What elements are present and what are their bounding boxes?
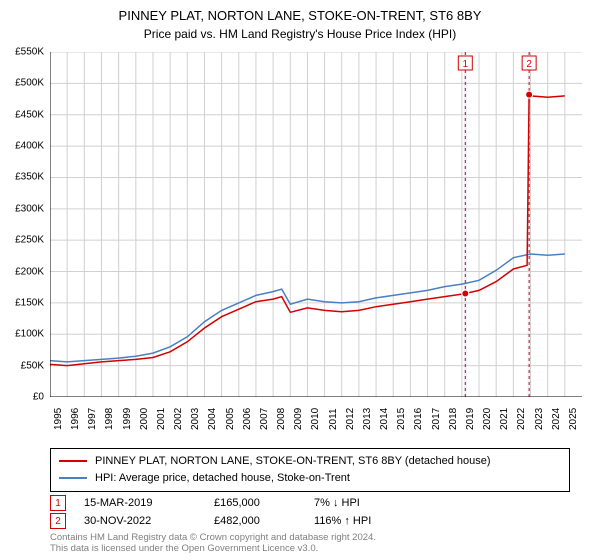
y-tick-label: £200K (15, 266, 44, 277)
y-tick-label: £0 (33, 392, 44, 403)
y-tick-label: £250K (15, 235, 44, 246)
y-tick-label: £450K (15, 109, 44, 120)
footer-line-2: This data is licensed under the Open Gov… (50, 543, 376, 554)
svg-text:2: 2 (526, 59, 532, 70)
x-tick-label: 2012 (345, 408, 356, 430)
legend-swatch (59, 477, 87, 479)
sale-marker-icon: 2 (50, 513, 66, 529)
sales-table: 1 15-MAR-2019£165,0007% ↓ HPI 2 30-NOV-2022… (50, 494, 434, 530)
x-axis-labels: 1995 1996 1997 1998 1999 2000 2001 2002 2003 2004… (50, 400, 582, 445)
sale-price: £482,000 (214, 515, 314, 527)
x-tick-label: 2022 (516, 408, 527, 430)
sale-delta: 116% ↑ HPI (314, 515, 434, 527)
x-tick-label: 2020 (482, 408, 493, 430)
x-tick-label: 2023 (534, 408, 545, 430)
sale-date: 30-NOV-2022 (84, 515, 214, 527)
x-tick-label: 1996 (70, 408, 81, 430)
x-tick-label: 2015 (396, 408, 407, 430)
x-tick-label: 2007 (259, 408, 270, 430)
x-tick-label: 2004 (207, 408, 218, 430)
x-tick-label: 1998 (104, 408, 115, 430)
chart-subtitle: Price paid vs. HM Land Registry's House … (0, 25, 600, 41)
x-tick-label: 2025 (568, 408, 579, 430)
legend-item: PINNEY PLAT, NORTON LANE, STOKE-ON-TRENT… (59, 453, 561, 470)
y-tick-label: £100K (15, 329, 44, 340)
sale-date: 15-MAR-2019 (84, 497, 214, 509)
x-tick-label: 2014 (379, 408, 390, 430)
legend-swatch (59, 460, 87, 462)
x-tick-label: 1995 (53, 408, 64, 430)
chart-title: PINNEY PLAT, NORTON LANE, STOKE-ON-TRENT… (0, 0, 600, 25)
x-tick-label: 2001 (156, 408, 167, 430)
legend-label: PINNEY PLAT, NORTON LANE, STOKE-ON-TRENT… (95, 453, 491, 470)
legend-item: HPI: Average price, detached house, Stok… (59, 470, 561, 487)
x-tick-label: 2016 (413, 408, 424, 430)
x-tick-label: 2008 (276, 408, 287, 430)
sale-row: 2 30-NOV-2022£482,000116% ↑ HPI (50, 512, 434, 530)
y-tick-label: £400K (15, 141, 44, 152)
x-tick-label: 1997 (87, 408, 98, 430)
y-tick-label: £350K (15, 172, 44, 183)
x-tick-label: 2011 (328, 408, 339, 430)
sale-row: 1 15-MAR-2019£165,0007% ↓ HPI (50, 494, 434, 512)
x-tick-label: 2000 (139, 408, 150, 430)
x-tick-label: 2024 (551, 408, 562, 430)
x-tick-label: 2006 (242, 408, 253, 430)
x-tick-label: 2010 (310, 408, 321, 430)
sale-price: £165,000 (214, 497, 314, 509)
x-tick-label: 1999 (122, 408, 133, 430)
sale-marker-icon: 1 (50, 495, 66, 511)
x-tick-label: 2005 (225, 408, 236, 430)
x-tick-label: 2018 (448, 408, 459, 430)
y-tick-label: £500K (15, 78, 44, 89)
chart-plot-area: 12 (50, 52, 582, 397)
x-tick-label: 2021 (499, 408, 510, 430)
footer: Contains HM Land Registry data © Crown c… (50, 532, 376, 555)
footer-line-1: Contains HM Land Registry data © Crown c… (50, 532, 376, 543)
legend-label: HPI: Average price, detached house, Stok… (95, 470, 350, 487)
x-tick-label: 2017 (431, 408, 442, 430)
y-tick-label: £150K (15, 297, 44, 308)
x-tick-label: 2002 (173, 408, 184, 430)
x-tick-label: 2003 (190, 408, 201, 430)
y-tick-label: £50K (21, 360, 44, 371)
svg-text:1: 1 (463, 59, 469, 70)
legend: PINNEY PLAT, NORTON LANE, STOKE-ON-TRENT… (50, 448, 570, 492)
x-tick-label: 2009 (293, 408, 304, 430)
chart-svg: 12 (50, 52, 582, 397)
sale-delta: 7% ↓ HPI (314, 497, 434, 509)
y-tick-label: £550K (15, 47, 44, 58)
y-tick-label: £300K (15, 203, 44, 214)
y-axis-labels: £0£50K£100K£150K£200K£250K£300K£350K£400… (0, 52, 48, 397)
x-tick-label: 2013 (362, 408, 373, 430)
x-tick-label: 2019 (465, 408, 476, 430)
